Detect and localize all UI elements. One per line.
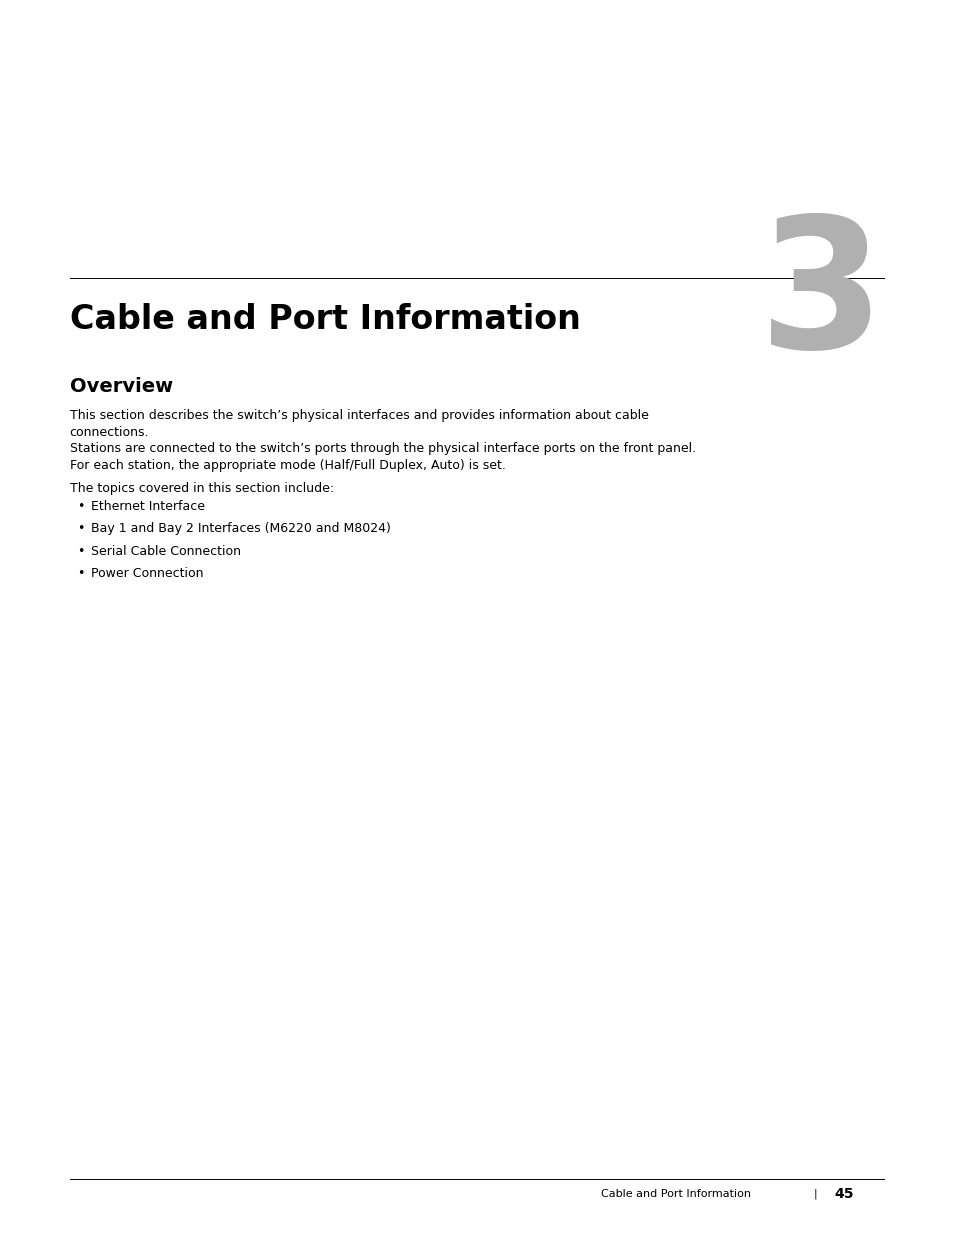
Text: Cable and Port Information: Cable and Port Information (70, 303, 580, 336)
Text: This section describes the switch’s physical interfaces and provides information: This section describes the switch’s phys… (70, 409, 648, 438)
Text: Overview: Overview (70, 377, 172, 395)
Text: The topics covered in this section include:: The topics covered in this section inclu… (70, 482, 334, 495)
Text: Power Connection: Power Connection (91, 567, 203, 580)
Text: •: • (77, 522, 85, 536)
Text: |: | (813, 1189, 817, 1199)
Text: •: • (77, 500, 85, 514)
Text: Serial Cable Connection: Serial Cable Connection (91, 545, 240, 558)
Text: Ethernet Interface: Ethernet Interface (91, 500, 204, 514)
Text: Cable and Port Information: Cable and Port Information (600, 1189, 750, 1199)
Text: Stations are connected to the switch’s ports through the physical interface port: Stations are connected to the switch’s p… (70, 442, 695, 472)
Text: Bay 1 and Bay 2 Interfaces (M6220 and M8024): Bay 1 and Bay 2 Interfaces (M6220 and M8… (91, 522, 390, 536)
Text: •: • (77, 545, 85, 558)
Text: 3: 3 (758, 210, 883, 387)
Text: •: • (77, 567, 85, 580)
Text: 45: 45 (834, 1187, 853, 1202)
